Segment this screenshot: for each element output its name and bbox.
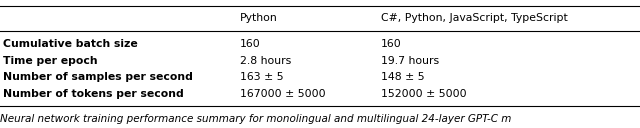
Text: 160: 160 (381, 39, 401, 49)
Text: Cumulative batch size: Cumulative batch size (3, 39, 138, 49)
Text: Number of samples per second: Number of samples per second (3, 72, 193, 82)
Text: 163 ± 5: 163 ± 5 (240, 72, 284, 82)
Text: Python: Python (240, 13, 278, 23)
Text: 167000 ± 5000: 167000 ± 5000 (240, 89, 326, 99)
Text: 160: 160 (240, 39, 260, 49)
Text: Time per epoch: Time per epoch (3, 56, 98, 66)
Text: C#, Python, JavaScript, TypeScript: C#, Python, JavaScript, TypeScript (381, 13, 568, 23)
Text: 19.7 hours: 19.7 hours (381, 56, 439, 66)
Text: 148 ± 5: 148 ± 5 (381, 72, 424, 82)
Text: Neural network training performance summary for monolingual and multilingual 24-: Neural network training performance summ… (0, 114, 511, 124)
Text: 152000 ± 5000: 152000 ± 5000 (381, 89, 467, 99)
Text: 2.8 hours: 2.8 hours (240, 56, 291, 66)
Text: Number of tokens per second: Number of tokens per second (3, 89, 184, 99)
